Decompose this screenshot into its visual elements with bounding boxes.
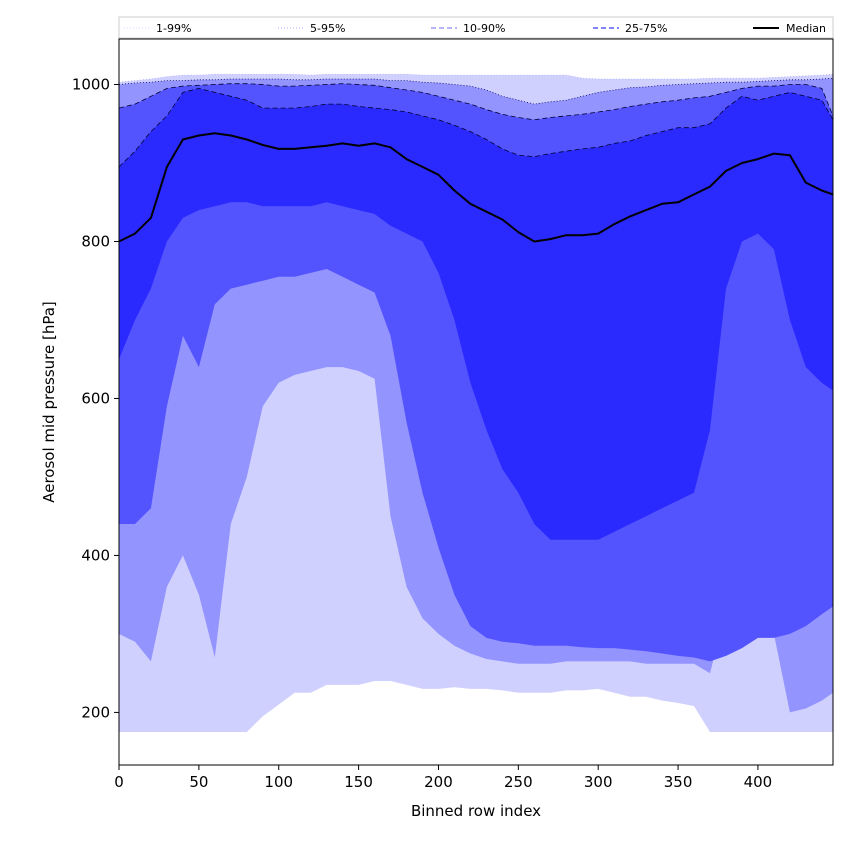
x-tick-label: 300 [584,773,613,791]
y-tick-label: 600 [81,389,110,407]
legend-label: 10-90% [463,22,505,35]
band-edge-lines [118,73,834,168]
legend-box [118,16,834,39]
band-upper-edge-2 [118,83,834,121]
y-tick-label: 400 [81,546,110,564]
x-axis: 0 50 100 150 200 250 300 350 400 [114,765,772,791]
y-tick-label: 200 [81,703,110,721]
x-tick-label: 350 [664,773,693,791]
median-line-group [118,132,834,243]
x-tick-label: 250 [504,773,533,791]
x-tick-label: 400 [744,773,773,791]
x-tick-label: 0 [114,773,124,791]
band-25-75-percentile [119,88,833,540]
legend-label: Median [786,22,826,35]
legend-label: 1-99% [156,22,191,35]
band-upper-edge-3 [118,87,834,168]
y-tick-label: 800 [81,232,110,250]
plot-frame [118,38,834,766]
legend: 1-99% 5-95% 10-90% 25-75% Median [118,16,834,39]
legend-label: 25-75% [625,22,667,35]
median-line [118,132,834,243]
band-upper-edge-1 [118,77,834,105]
x-axis-title: Binned row index [411,802,541,820]
band-upper-edge-0 [118,73,834,83]
x-tick-label: 200 [424,773,453,791]
x-tick-label: 100 [264,773,293,791]
y-tick-label: 1000 [72,76,110,94]
y-axis-title: Aerosol mid pressure [hPa] [40,301,58,503]
x-tick-label: 150 [344,773,373,791]
legend-label: 5-95% [310,22,345,35]
percentile-bands [119,74,833,733]
x-tick-label: 50 [189,773,208,791]
y-axis: 200 400 600 800 1000 [72,76,119,721]
